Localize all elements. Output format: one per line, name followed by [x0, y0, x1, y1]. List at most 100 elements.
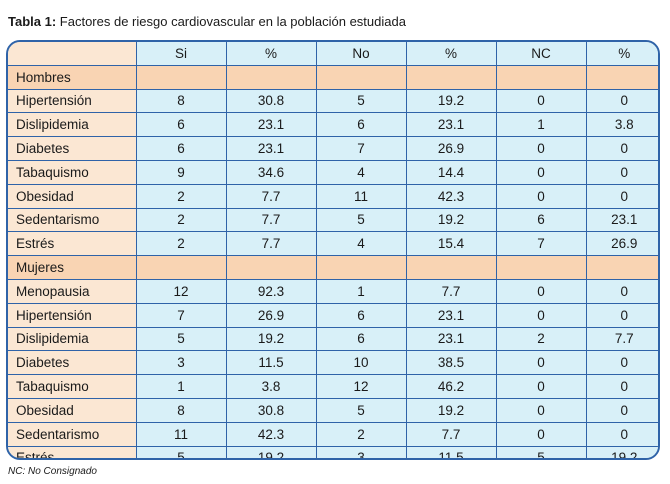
- table-cell: 0: [585, 421, 658, 447]
- table-cell: 23.1: [405, 302, 497, 328]
- table-row: Tabaquismo 9 34.6 4 14.4 0 0: [8, 159, 658, 185]
- column-header: %: [405, 42, 497, 66]
- table-cell: 0: [585, 374, 658, 399]
- row-label: Obesidad: [8, 183, 137, 209]
- row-label: Diabetes: [8, 136, 137, 161]
- table-cell: 19.2: [225, 445, 317, 458]
- table-cell: 2: [135, 231, 227, 257]
- table-cell: 19.2: [405, 207, 497, 233]
- table-cell: 19.2: [405, 88, 497, 114]
- table-cell: 7.7: [405, 421, 497, 447]
- table-cell: 15.4: [405, 231, 497, 257]
- table-caption: Tabla 1: Factores de riesgo cardiovascul…: [8, 14, 406, 29]
- risk-factors-table: Si% No% NC% Hombres Hipertensión 8 30.8 5 19.2 0 0…: [8, 42, 658, 458]
- table-row: Hipertensión 8 30.8 5 19.2 0 0: [8, 88, 658, 114]
- table-cell: 0: [585, 278, 658, 304]
- table-cell: 0: [585, 350, 658, 376]
- table-cell: 5: [495, 445, 587, 458]
- column-header: NC: [495, 42, 587, 66]
- table-cell: 2: [495, 326, 587, 352]
- table-cell: 0: [585, 397, 658, 423]
- section-title: Hombres: [8, 64, 137, 90]
- table-row: Dislipidemia 6 23.1 6 23.1 1 3.8: [8, 112, 658, 138]
- table-cell: 7.7: [225, 231, 317, 257]
- section-empty-cell: [495, 255, 587, 280]
- table-row: Menopausia 12 92.3 1 7.7 0 0: [8, 278, 658, 304]
- table-cell: 0: [585, 136, 658, 161]
- table-cell: 2: [135, 183, 227, 209]
- table-cell: 11: [315, 183, 407, 209]
- row-label: Tabaquismo: [8, 159, 137, 185]
- table-cell: 30.8: [225, 397, 317, 423]
- column-header: No: [315, 42, 407, 66]
- table-cell: 26.9: [585, 231, 658, 257]
- column-header: %: [585, 42, 658, 66]
- table-cell: 0: [585, 88, 658, 114]
- footnote: NC: No Consignado: [8, 466, 97, 477]
- table-row: Estrés 2 7.7 4 15.4 7 26.9: [8, 231, 658, 257]
- table-cell: 7: [495, 231, 587, 257]
- table-cell: 19.2: [585, 445, 658, 458]
- row-label: Menopausia: [8, 278, 137, 304]
- table-cell: 5: [315, 207, 407, 233]
- row-label: Dislipidemia: [8, 112, 137, 138]
- section-empty-cell: [495, 64, 587, 90]
- table-cell: 4: [315, 159, 407, 185]
- table-cell: 11.5: [405, 445, 497, 458]
- table-cell: 7: [315, 136, 407, 161]
- row-label: Hipertensión: [8, 88, 137, 114]
- section-empty-cell: [225, 64, 317, 90]
- table-cell: 30.8: [225, 88, 317, 114]
- table-cell: 26.9: [225, 302, 317, 328]
- section-empty-cell: [585, 255, 658, 280]
- table-cell: 12: [135, 278, 227, 304]
- table-cell: 2: [135, 207, 227, 233]
- table-cell: 5: [135, 326, 227, 352]
- table-cell: 19.2: [405, 397, 497, 423]
- table-row: Tabaquismo 1 3.8 12 46.2 0 0: [8, 374, 658, 399]
- table-cell: 7.7: [225, 183, 317, 209]
- section-empty-cell: [585, 64, 658, 90]
- table-cell: 23.1: [585, 207, 658, 233]
- table-cell: 8: [135, 397, 227, 423]
- table-cell: 14.4: [405, 159, 497, 185]
- table-cell: 6: [135, 136, 227, 161]
- row-label: Diabetes: [8, 350, 137, 376]
- table-cell: 7.7: [225, 207, 317, 233]
- table-cell: 0: [495, 302, 587, 328]
- table-cell: 0: [495, 159, 587, 185]
- table-row: Sedentarismo 2 7.7 5 19.2 6 23.1: [8, 207, 658, 233]
- section-empty-cell: [135, 255, 227, 280]
- row-label: Hipertensión: [8, 302, 137, 328]
- table-row: Diabetes 3 11.5 10 38.5 0 0: [8, 350, 658, 376]
- table-cell: 3.8: [225, 374, 317, 399]
- table-cell: 42.3: [225, 421, 317, 447]
- table-cell: 0: [495, 278, 587, 304]
- table-cell: 11.5: [225, 350, 317, 376]
- table-row: Diabetes 6 23.1 7 26.9 0 0: [8, 136, 658, 161]
- table-row: Sedentarismo 11 42.3 2 7.7 0 0: [8, 421, 658, 447]
- table-cell: 34.6: [225, 159, 317, 185]
- table-cell: 3.8: [585, 112, 658, 138]
- table-cell: 3: [315, 445, 407, 458]
- table-cell: 0: [585, 183, 658, 209]
- row-label: Tabaquismo: [8, 374, 137, 399]
- table-cell: 19.2: [225, 326, 317, 352]
- table-cell: 1: [315, 278, 407, 304]
- table-cell: 6: [495, 207, 587, 233]
- table-row: Obesidad 8 30.8 5 19.2 0 0: [8, 397, 658, 423]
- column-header: Si: [135, 42, 227, 66]
- table-cell: 0: [585, 159, 658, 185]
- table-cell: 23.1: [225, 112, 317, 138]
- column-header: [8, 42, 137, 66]
- table-cell: 92.3: [225, 278, 317, 304]
- table-cell: 3: [135, 350, 227, 376]
- table-row: Dislipidemia 5 19.2 6 23.1 2 7.7: [8, 326, 658, 352]
- table-cell: 0: [495, 136, 587, 161]
- table-cell: 38.5: [405, 350, 497, 376]
- table-cell: 23.1: [405, 326, 497, 352]
- table-cell: 5: [315, 88, 407, 114]
- table-cell: 7.7: [405, 278, 497, 304]
- table-cell: 0: [495, 350, 587, 376]
- row-label: Sedentarismo: [8, 207, 137, 233]
